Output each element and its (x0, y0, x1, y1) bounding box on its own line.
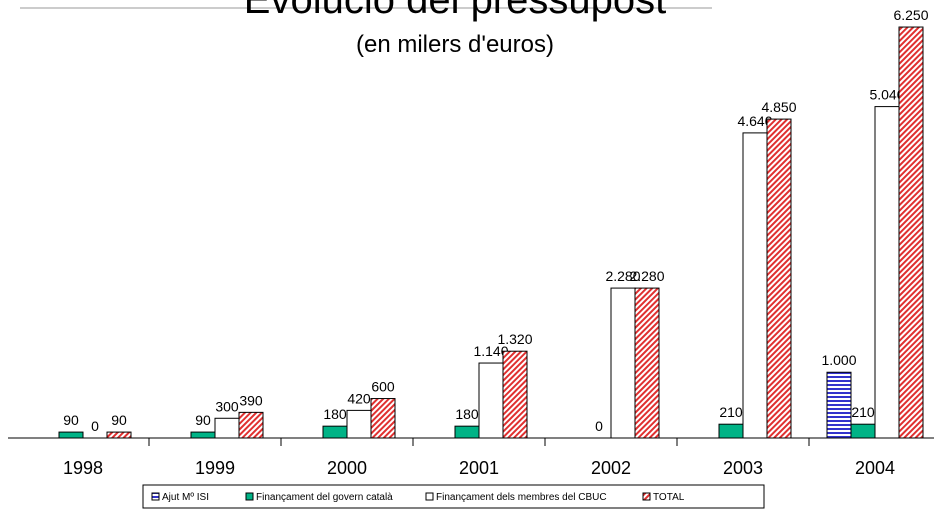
data-label: 300 (215, 398, 239, 414)
legend-box (142, 484, 765, 509)
data-label: 390 (239, 392, 263, 408)
data-label: 600 (371, 379, 395, 395)
data-label: 6.250 (893, 7, 928, 23)
bar (850, 423, 876, 439)
bar (238, 411, 264, 439)
data-label: 90 (111, 412, 127, 428)
legend-label: Finançament dels membres del CBUC (436, 492, 607, 503)
data-label: 1.320 (497, 331, 532, 347)
data-label: 90 (195, 412, 211, 428)
bar (478, 362, 504, 439)
legend-swatch (642, 492, 651, 501)
data-label: 210 (851, 404, 875, 420)
bar (874, 106, 900, 439)
chart-title: Evolució del pressupost (244, 0, 666, 22)
x-tick-label: 1999 (195, 458, 235, 478)
legend-swatch (425, 492, 434, 501)
bar (346, 409, 372, 439)
bar (502, 350, 528, 439)
x-tick-label: 2002 (591, 458, 631, 478)
data-label: 4.640 (737, 113, 772, 129)
chart-subtitle: (en milers d'euros) (356, 31, 554, 58)
data-label: 2.280 (605, 268, 640, 284)
data-label: 5.040 (869, 87, 904, 103)
data-label: 180 (323, 406, 347, 422)
x-tick-label: 2004 (855, 458, 895, 478)
data-label: 210 (719, 404, 743, 420)
legend-swatch (245, 492, 254, 501)
legend-label: Finançament del govern català (256, 492, 393, 503)
bar (610, 287, 636, 439)
bar (634, 287, 660, 439)
x-tick-label: 2000 (327, 458, 367, 478)
data-label: 1.140 (473, 343, 508, 359)
data-label: 0 (91, 418, 99, 434)
bar (214, 417, 240, 439)
data-label: 2.280 (629, 268, 664, 284)
bar (106, 431, 132, 439)
data-label: 90 (63, 412, 79, 428)
x-tick-label: 1998 (63, 458, 103, 478)
bar (322, 425, 348, 439)
legend-swatch (151, 492, 160, 501)
bar (826, 371, 852, 439)
x-tick-label: 2003 (723, 458, 763, 478)
x-tick-label: 2001 (459, 458, 499, 478)
data-label: 420 (347, 390, 371, 406)
legend-label: Ajut Mº ISI (162, 492, 209, 503)
bar (718, 423, 744, 439)
data-label: 1.000 (821, 352, 856, 368)
bar (766, 118, 792, 439)
bar (370, 398, 396, 439)
data-label: 180 (455, 406, 479, 422)
data-label: 4.850 (761, 99, 796, 115)
legend-label: TOTAL (653, 492, 685, 503)
bar (190, 431, 216, 439)
bar (898, 26, 924, 439)
data-label: 0 (595, 418, 603, 434)
bar (454, 425, 480, 439)
bar (742, 132, 768, 439)
bar (58, 431, 84, 439)
